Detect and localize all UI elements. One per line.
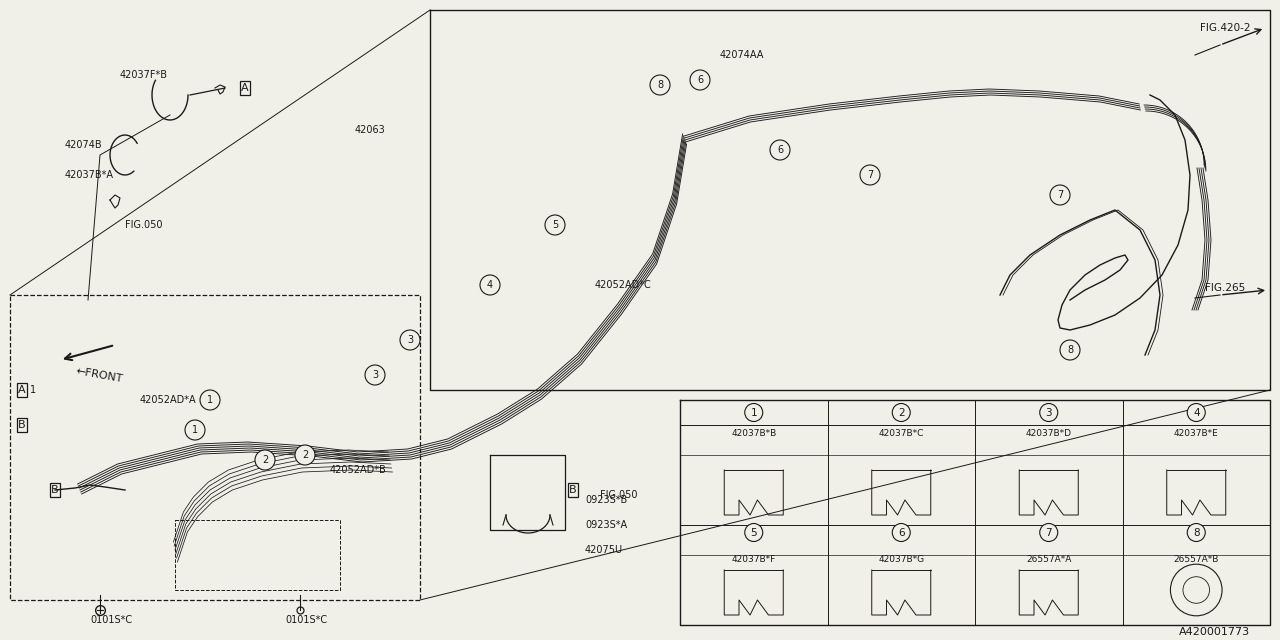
Text: 5: 5 <box>750 527 756 538</box>
Text: 0923S*A: 0923S*A <box>585 520 627 530</box>
Text: 42052AD*B: 42052AD*B <box>330 465 387 475</box>
Text: 42037B*F: 42037B*F <box>732 556 776 564</box>
Circle shape <box>1060 340 1080 360</box>
Circle shape <box>255 450 275 470</box>
Text: 26557A*A: 26557A*A <box>1027 556 1071 564</box>
Text: 42037B*B: 42037B*B <box>731 429 777 438</box>
Text: 1: 1 <box>29 385 36 395</box>
Text: 7: 7 <box>867 170 873 180</box>
Text: 1: 1 <box>750 408 756 417</box>
Text: 6: 6 <box>899 527 905 538</box>
Text: B: B <box>570 485 577 495</box>
Text: 42037B*C: 42037B*C <box>878 429 924 438</box>
Circle shape <box>1039 403 1057 422</box>
Circle shape <box>892 403 910 422</box>
Text: 0923S*B: 0923S*B <box>585 495 627 505</box>
Text: 42037B*D: 42037B*D <box>1025 429 1071 438</box>
Text: 3: 3 <box>407 335 413 345</box>
Text: B: B <box>51 485 59 495</box>
Text: 4: 4 <box>1193 408 1199 417</box>
Text: 42074AA: 42074AA <box>719 50 764 60</box>
Text: 0101S*C: 0101S*C <box>285 615 328 625</box>
Circle shape <box>1188 524 1206 541</box>
Text: 42052AD*A: 42052AD*A <box>140 395 197 405</box>
Text: 3: 3 <box>372 370 378 380</box>
Text: 7: 7 <box>1057 190 1064 200</box>
Circle shape <box>480 275 500 295</box>
Text: 42052AD*C: 42052AD*C <box>595 280 652 290</box>
Text: 42037B*E: 42037B*E <box>1174 429 1219 438</box>
Text: FIG.265: FIG.265 <box>1204 283 1245 293</box>
Text: 6: 6 <box>696 75 703 85</box>
Circle shape <box>771 140 790 160</box>
Circle shape <box>745 524 763 541</box>
Circle shape <box>892 524 910 541</box>
Text: 42075U: 42075U <box>585 545 623 555</box>
Text: 8: 8 <box>657 80 663 90</box>
Text: 26557A*B: 26557A*B <box>1174 556 1219 564</box>
Circle shape <box>200 390 220 410</box>
Circle shape <box>745 403 763 422</box>
Text: 1: 1 <box>207 395 212 405</box>
Text: 0101S*C: 0101S*C <box>90 615 132 625</box>
Text: 42037B*G: 42037B*G <box>878 556 924 564</box>
Text: 5: 5 <box>552 220 558 230</box>
Text: 42037F*B: 42037F*B <box>120 70 168 80</box>
Circle shape <box>690 70 710 90</box>
Circle shape <box>545 215 564 235</box>
Text: 7: 7 <box>1046 527 1052 538</box>
Text: 2: 2 <box>899 408 905 417</box>
Text: FIG.050: FIG.050 <box>125 220 163 230</box>
Text: 3: 3 <box>1046 408 1052 417</box>
Text: 42063: 42063 <box>355 125 385 135</box>
Circle shape <box>650 75 669 95</box>
Circle shape <box>1039 524 1057 541</box>
Text: FIG.420-2: FIG.420-2 <box>1201 23 1251 33</box>
Text: ←FRONT: ←FRONT <box>76 366 123 384</box>
Circle shape <box>1188 403 1206 422</box>
Circle shape <box>399 330 420 350</box>
Text: 2: 2 <box>262 455 268 465</box>
Text: FIG.050: FIG.050 <box>600 490 637 500</box>
Circle shape <box>294 445 315 465</box>
Text: 8: 8 <box>1068 345 1073 355</box>
Text: 42037B*A: 42037B*A <box>65 170 114 180</box>
Text: A: A <box>18 385 26 395</box>
Text: 42074B: 42074B <box>65 140 102 150</box>
Text: A: A <box>241 83 248 93</box>
Text: 8: 8 <box>1193 527 1199 538</box>
Text: 1: 1 <box>192 425 198 435</box>
Circle shape <box>365 365 385 385</box>
Text: 2: 2 <box>302 450 308 460</box>
Circle shape <box>1050 185 1070 205</box>
Text: 4: 4 <box>486 280 493 290</box>
Circle shape <box>186 420 205 440</box>
Text: 6: 6 <box>777 145 783 155</box>
Text: B: B <box>18 420 26 430</box>
Text: A420001773: A420001773 <box>1179 627 1251 637</box>
Circle shape <box>860 165 881 185</box>
